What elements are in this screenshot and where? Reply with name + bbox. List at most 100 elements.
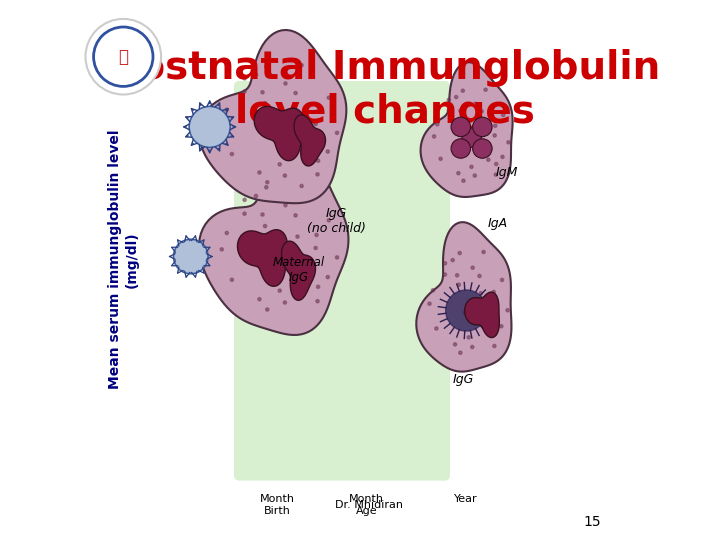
Polygon shape (238, 230, 287, 286)
Circle shape (495, 163, 498, 166)
Circle shape (225, 231, 228, 234)
Circle shape (326, 150, 329, 153)
Circle shape (493, 333, 496, 336)
Circle shape (271, 134, 275, 138)
Circle shape (296, 112, 299, 115)
Circle shape (494, 124, 497, 127)
Circle shape (283, 174, 287, 177)
Text: IgG: IgG (453, 373, 474, 386)
Circle shape (487, 158, 490, 161)
Text: IgM: IgM (496, 166, 518, 179)
Circle shape (492, 345, 496, 348)
Circle shape (278, 289, 282, 292)
Circle shape (447, 109, 451, 112)
Circle shape (457, 283, 461, 286)
Circle shape (220, 124, 223, 127)
Circle shape (315, 233, 318, 237)
Circle shape (484, 88, 487, 91)
Circle shape (220, 248, 223, 251)
Circle shape (459, 351, 462, 354)
Polygon shape (254, 106, 304, 161)
Circle shape (86, 19, 161, 94)
Circle shape (444, 273, 446, 276)
Circle shape (463, 311, 466, 314)
Circle shape (467, 336, 470, 339)
Circle shape (305, 279, 307, 282)
Circle shape (327, 219, 330, 222)
Text: 15: 15 (583, 515, 601, 529)
Circle shape (477, 302, 480, 305)
Circle shape (451, 259, 454, 262)
Circle shape (305, 153, 307, 157)
Text: 🐴: 🐴 (118, 48, 128, 66)
Text: Year: Year (454, 494, 478, 504)
Circle shape (316, 300, 319, 303)
Circle shape (94, 27, 153, 86)
Circle shape (261, 91, 264, 94)
Circle shape (230, 278, 233, 281)
Circle shape (474, 102, 477, 105)
Circle shape (317, 285, 320, 288)
Circle shape (439, 157, 442, 160)
Circle shape (261, 213, 264, 216)
Circle shape (471, 346, 474, 349)
Polygon shape (294, 115, 325, 166)
Text: Mean serum immunglobulin level
(mg/dl): Mean serum immunglobulin level (mg/dl) (108, 130, 138, 389)
Circle shape (428, 302, 431, 305)
Circle shape (479, 134, 482, 138)
Circle shape (300, 184, 303, 187)
Circle shape (454, 343, 456, 346)
Circle shape (271, 259, 275, 262)
Text: Dr. Mhidiran: Dr. Mhidiran (335, 500, 403, 510)
Circle shape (296, 235, 299, 238)
Text: Postnatal Immunglobulin
level changes: Postnatal Immunglobulin level changes (110, 49, 660, 131)
Circle shape (243, 77, 246, 80)
Circle shape (314, 123, 318, 126)
Circle shape (436, 123, 439, 126)
Circle shape (454, 96, 458, 99)
Circle shape (264, 225, 266, 228)
Text: Month
Birth: Month Birth (260, 494, 294, 516)
Circle shape (230, 152, 233, 156)
Circle shape (258, 171, 261, 174)
Circle shape (444, 262, 446, 265)
Circle shape (446, 290, 487, 331)
Circle shape (433, 135, 436, 138)
Circle shape (480, 292, 482, 295)
Circle shape (500, 325, 503, 328)
Polygon shape (416, 222, 511, 372)
Circle shape (265, 186, 268, 189)
Circle shape (189, 106, 230, 147)
Circle shape (435, 327, 438, 330)
Circle shape (500, 278, 504, 281)
Circle shape (462, 128, 481, 147)
Polygon shape (199, 151, 348, 335)
Text: IgA: IgA (487, 217, 508, 230)
Circle shape (466, 143, 469, 146)
Circle shape (294, 91, 297, 94)
Circle shape (326, 275, 329, 279)
Circle shape (459, 109, 462, 112)
Circle shape (462, 89, 464, 92)
Circle shape (317, 159, 320, 163)
Circle shape (254, 73, 258, 76)
Circle shape (472, 117, 492, 137)
Circle shape (264, 102, 266, 105)
Polygon shape (199, 30, 346, 203)
Circle shape (482, 251, 485, 254)
Circle shape (336, 256, 338, 259)
Polygon shape (420, 62, 513, 197)
Circle shape (482, 125, 485, 129)
Circle shape (243, 90, 246, 93)
FancyBboxPatch shape (234, 81, 450, 481)
Circle shape (284, 204, 287, 207)
Circle shape (278, 163, 282, 166)
Circle shape (478, 274, 481, 278)
Circle shape (502, 113, 505, 117)
Circle shape (300, 64, 303, 67)
Circle shape (266, 180, 269, 184)
Circle shape (472, 139, 492, 158)
Text: Maternal
IgG: Maternal IgG (273, 255, 325, 284)
Circle shape (316, 173, 319, 176)
Circle shape (225, 108, 228, 111)
